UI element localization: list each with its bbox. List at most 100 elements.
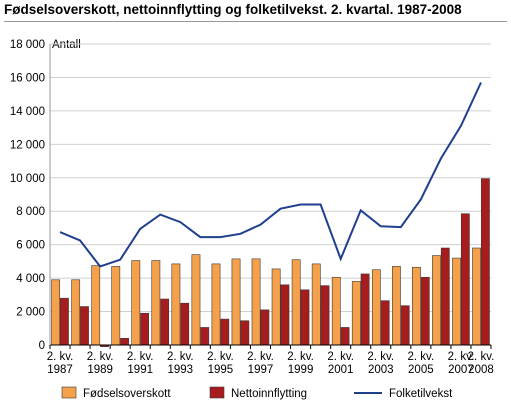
y-tick-labels: 0 2 000 4 000 6 000 8 000 10 000 12 000 14 000 1…	[10, 39, 45, 352]
x-tick-label-line1: 2. kv.	[448, 351, 475, 363]
bar	[291, 259, 301, 346]
x-tick-label-line2: 1989	[87, 364, 113, 376]
x-tick-label-line2: 2003	[368, 364, 394, 376]
bar	[240, 320, 250, 346]
bar	[51, 279, 61, 346]
bar	[452, 257, 461, 346]
bar	[280, 284, 290, 346]
y-tick-label: 8 000	[16, 206, 45, 218]
bar	[211, 263, 221, 346]
bars	[51, 178, 490, 347]
bar	[151, 260, 161, 346]
x-tick-label: 2. kv.1995	[207, 351, 234, 376]
bar	[160, 298, 170, 346]
x-tick-label-line2: 1993	[167, 364, 193, 376]
x-tick-label-line2: 1987	[47, 364, 73, 376]
y-tick-label: 14 000	[10, 106, 45, 118]
x-tick-label-line1: 2. kv.	[47, 351, 74, 363]
x-tick-label-line1: 2. kv.	[207, 351, 234, 363]
bar	[320, 285, 330, 346]
legend-label: Folketilvekst	[389, 388, 453, 400]
bar	[71, 279, 81, 346]
bar	[300, 289, 310, 346]
y-axis-label: Antall	[52, 39, 81, 51]
bar	[311, 263, 321, 346]
x-tick-label-line1: 2. kv.	[468, 351, 495, 363]
x-tick-label: 2. kv.2005	[408, 351, 435, 376]
bar	[371, 269, 381, 346]
folketilvekst-line	[59, 82, 482, 268]
bar	[171, 263, 181, 346]
legend-swatch	[209, 386, 225, 399]
x-tick-label: 2. kv.1997	[247, 351, 274, 376]
y-tick-label: 4 000	[16, 273, 45, 285]
bar	[140, 312, 150, 346]
bar	[251, 258, 261, 346]
x-tick-label: 2. kv.2008	[468, 351, 495, 376]
legend: Fødselsoverskott Nettoinnflytting Folketil…	[61, 386, 453, 400]
x-tick-label: 2. kv.1991	[127, 351, 154, 376]
x-tick-label: 2. kv.1993	[167, 351, 194, 376]
bar	[360, 273, 370, 346]
bar	[400, 305, 410, 346]
y-tick-label: 16 000	[10, 72, 45, 84]
x-tick-label-line1: 2. kv.	[167, 351, 194, 363]
x-tick-label-line2: 2005	[408, 364, 434, 376]
x-tick-label-line2: 1999	[288, 364, 314, 376]
legend-item-nettoinnflytting: Nettoinnflytting	[209, 386, 307, 400]
bar	[460, 213, 470, 346]
bar	[131, 260, 141, 346]
axes	[49, 44, 492, 349]
legend-item-folketilvekst: Folketilvekst	[354, 388, 453, 400]
x-tick-label-line1: 2. kv.	[127, 351, 154, 363]
bar	[351, 281, 361, 346]
bar	[420, 276, 430, 346]
x-tick-label-line1: 2. kv.	[327, 351, 354, 363]
y-tick-label: 6 000	[16, 240, 45, 252]
bar	[480, 178, 490, 346]
bar	[472, 247, 481, 346]
bar	[340, 327, 350, 346]
legend-item-fodselsoverskott: Fødselsoverskott	[61, 386, 171, 400]
bar	[200, 327, 210, 346]
bar	[91, 265, 101, 346]
x-tick-label-line2: 1995	[208, 364, 234, 376]
y-tick-label: 0	[39, 340, 45, 352]
title-rule	[4, 21, 507, 22]
bar	[191, 254, 201, 346]
x-tick-label-line1: 2. kv.	[287, 351, 314, 363]
x-tick-label-line2: 2007	[448, 364, 474, 376]
bar	[111, 266, 121, 346]
x-tick-label: 2. kv.2001	[327, 351, 354, 376]
bar	[271, 268, 281, 346]
bar	[412, 266, 421, 346]
x-tick-label: 2. kv.2007	[448, 351, 475, 376]
x-tick-label-line1: 2. kv.	[87, 351, 114, 363]
x-tick-label: 2. kv.2003	[367, 351, 394, 376]
x-tick-label-line2: 1997	[248, 364, 274, 376]
bar	[231, 258, 241, 346]
bar	[180, 302, 190, 346]
x-tick-label-line2: 2001	[328, 364, 354, 376]
bar	[380, 300, 390, 346]
bar	[260, 309, 270, 346]
bar	[120, 338, 129, 346]
bar	[80, 306, 89, 346]
bar	[440, 247, 450, 346]
bar	[391, 266, 401, 346]
x-tick-label: 2. kv.1989	[87, 351, 114, 376]
legend-swatch	[61, 386, 77, 399]
bar	[220, 318, 230, 346]
line-series	[59, 82, 482, 268]
y-tick-label: 2 000	[16, 307, 45, 319]
legend-label: Fødselsoverskott	[83, 388, 171, 400]
y-tick-label: 10 000	[10, 173, 45, 185]
chart-title: Fødselsoverskott, nettoinnflytting og fo…	[4, 2, 462, 17]
y-tick-label: 18 000	[10, 39, 45, 51]
bar	[60, 297, 69, 346]
x-tick-label-line2: 2008	[468, 364, 494, 376]
x-tick-label-line1: 2. kv.	[367, 351, 394, 363]
x-tick-label-line1: 2. kv.	[408, 351, 435, 363]
